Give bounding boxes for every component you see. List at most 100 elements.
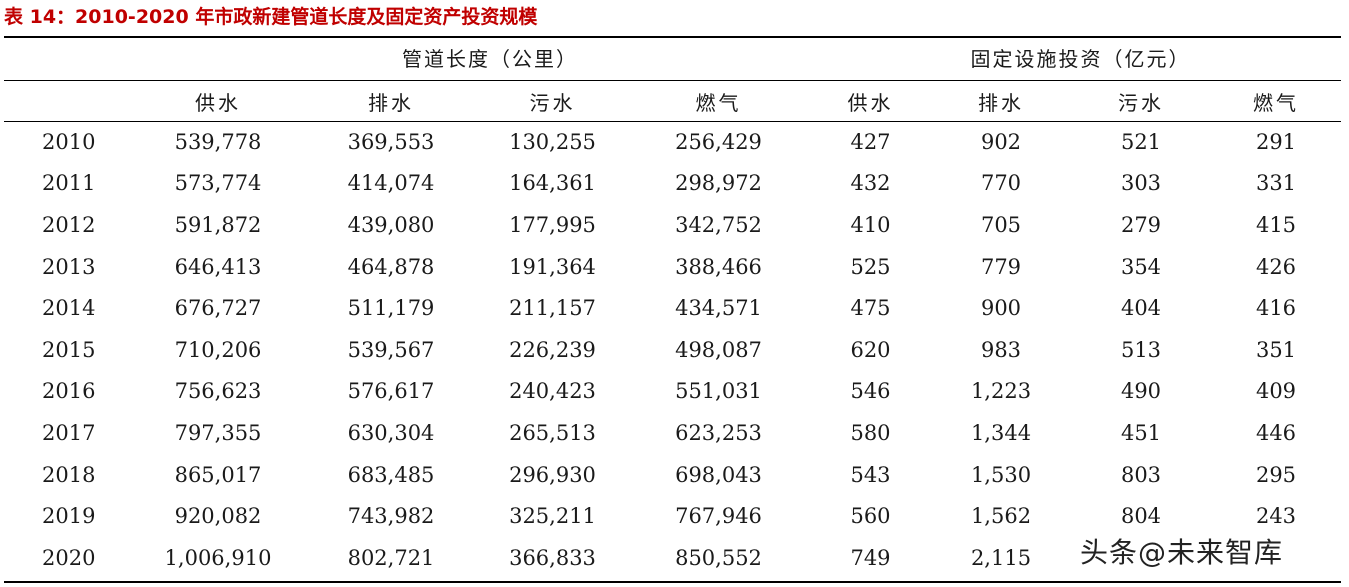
group-header-fixed-investment: 固定设施投资（亿元） xyxy=(970,47,1191,71)
table-cell: 983 xyxy=(980,337,1022,362)
table-cell: 756,623 xyxy=(174,379,262,404)
table-cell: 1,344 xyxy=(970,420,1032,445)
table-cell: 1,006,910 xyxy=(164,545,272,570)
table-cell: 414,074 xyxy=(347,171,435,196)
table-row: 2014 676,727 511,179 211,157 434,571 475 900 40… xyxy=(4,287,1341,329)
table-cell: 427 xyxy=(850,129,891,154)
column-header-rule xyxy=(4,121,1341,122)
table-row: 2018 865,017 683,485 296,930 698,043 543 1,530… xyxy=(4,454,1341,496)
table-cell: 211,157 xyxy=(509,296,596,321)
table-cell: 591,872 xyxy=(174,212,262,237)
table-cell: 464,878 xyxy=(347,254,435,279)
table-bottom-rule xyxy=(4,581,1341,583)
table-cell: 850,552 xyxy=(675,545,762,570)
year-cell: 2014 xyxy=(42,296,96,321)
table-cell: 803 xyxy=(1120,462,1162,487)
column-header: 燃气 xyxy=(1253,91,1299,115)
table-cell: 265,513 xyxy=(509,420,596,445)
table-cell: 804 xyxy=(1120,504,1162,529)
table-cell: 630,304 xyxy=(347,420,435,445)
table-cell: 434,571 xyxy=(675,296,762,321)
table-cell: 513 xyxy=(1120,337,1162,362)
table-cell: 743,982 xyxy=(347,504,435,529)
table-cell: 439,080 xyxy=(347,212,435,237)
data-table: 供水 排水 污水 燃气 供水 排水 污水 燃气 2010 539,778 369,5… xyxy=(4,82,1341,579)
table-cell: 226,239 xyxy=(509,337,596,362)
column-header: 污水 xyxy=(1118,91,1164,115)
column-header: 污水 xyxy=(529,91,576,115)
table-cell: 683,485 xyxy=(347,462,435,487)
column-header xyxy=(4,82,132,121)
table-cell: 354 xyxy=(1120,254,1162,279)
table-row: 2010 539,778 369,553 130,255 256,429 427 902 52… xyxy=(4,121,1341,163)
table-cell: 676,727 xyxy=(174,296,262,321)
table-cell: 900 xyxy=(980,296,1022,321)
column-header: 供水 xyxy=(847,91,894,115)
year-cell: 2019 xyxy=(42,504,96,529)
table-cell: 451 xyxy=(1120,420,1162,445)
table-cell: 298,972 xyxy=(675,171,762,196)
table-cell: 1,562 xyxy=(970,504,1032,529)
table-cell: 770 xyxy=(980,171,1022,196)
year-cell: 2013 xyxy=(42,254,96,279)
table-cell: 490 xyxy=(1120,379,1162,404)
table-row: 2019 920,082 743,982 325,211 767,946 560 1,562… xyxy=(4,495,1341,537)
table-cell: 404 xyxy=(1120,296,1162,321)
year-cell: 2015 xyxy=(42,337,96,362)
table-cell: 902 xyxy=(980,129,1022,154)
table-cell: 416 xyxy=(1255,296,1297,321)
table-cell: 130,255 xyxy=(509,129,596,154)
year-cell: 2020 xyxy=(42,545,96,570)
table-cell: 698,043 xyxy=(675,462,762,487)
table-cell: 2,115 xyxy=(970,545,1032,570)
table-cell: 295 xyxy=(1255,462,1297,487)
table-cell: 410 xyxy=(850,212,891,237)
table-cell: 475 xyxy=(850,296,891,321)
year-cell: 2011 xyxy=(42,171,96,196)
table-cell: 580 xyxy=(850,420,891,445)
table-cell: 409 xyxy=(1255,379,1297,404)
table-cell: 303 xyxy=(1120,171,1162,196)
table-cell: 546 xyxy=(850,379,891,404)
table-cell: 331 xyxy=(1255,171,1297,196)
table-row: 2020 1,006,910 802,721 366,833 850,552 749 2,1… xyxy=(4,537,1341,579)
table-cell: 426 xyxy=(1255,254,1297,279)
table-top-rule xyxy=(4,36,1341,38)
year-cell: 2017 xyxy=(42,420,96,445)
table-row: 2012 591,872 439,080 177,995 342,752 410 705 27… xyxy=(4,204,1341,246)
year-cell: 2012 xyxy=(42,212,96,237)
table-cell: 388,466 xyxy=(675,254,762,279)
table-cell: 539,567 xyxy=(347,337,435,362)
table-row: 2015 710,206 539,567 226,239 498,087 620 983 51… xyxy=(4,329,1341,371)
table-cell: 560 xyxy=(850,504,891,529)
table-cell: 573,774 xyxy=(174,171,262,196)
table-row: 2017 797,355 630,304 265,513 623,253 580 1,344… xyxy=(4,412,1341,454)
table-cell: 802,721 xyxy=(347,545,435,570)
watermark: 头条@未来智库 xyxy=(1080,536,1284,569)
table-cell: 620 xyxy=(850,337,891,362)
table-row: 2011 573,774 414,074 164,361 298,972 432 770 30… xyxy=(4,163,1341,205)
column-header: 供水 xyxy=(195,91,241,115)
table-cell: 705 xyxy=(980,212,1022,237)
table-cell: 539,778 xyxy=(174,129,262,154)
year-cell: 2016 xyxy=(42,379,96,404)
table-cell: 865,017 xyxy=(174,462,262,487)
table-cell: 366,833 xyxy=(509,545,596,570)
table-cell: 623,253 xyxy=(675,420,762,445)
table-cell: 710,206 xyxy=(174,337,262,362)
table-row: 2013 646,413 464,878 191,364 388,466 525 779 35… xyxy=(4,246,1341,288)
table-cell: 551,031 xyxy=(675,379,762,404)
table-cell: 779 xyxy=(980,254,1022,279)
table-cell: 342,752 xyxy=(675,212,762,237)
table-cell: 920,082 xyxy=(174,504,262,529)
table-cell: 797,355 xyxy=(174,420,262,445)
table-cell: 576,617 xyxy=(347,379,435,404)
table-body: 2010 539,778 369,553 130,255 256,429 427 902 52… xyxy=(4,121,1341,579)
column-header-row: 供水 排水 污水 燃气 供水 排水 污水 燃气 xyxy=(4,82,1341,121)
table-cell: 415 xyxy=(1255,212,1297,237)
column-header: 燃气 xyxy=(695,91,742,115)
table-cell: 767,946 xyxy=(675,504,762,529)
table-cell: 164,361 xyxy=(509,171,596,196)
table-cell: 243 xyxy=(1255,504,1297,529)
table-cell: 525 xyxy=(850,254,891,279)
